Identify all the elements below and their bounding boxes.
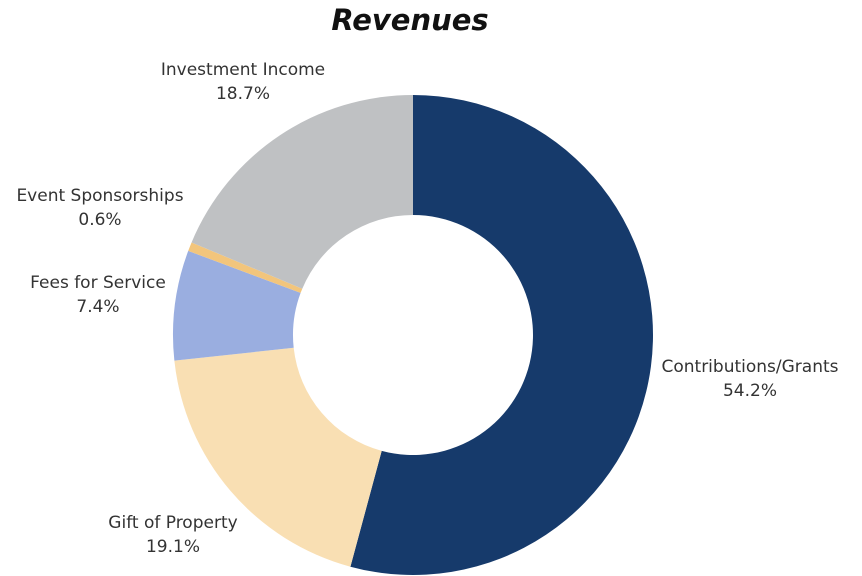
slice-value-label: 19.1% xyxy=(146,537,200,557)
slice-label: Investment Income xyxy=(161,60,325,80)
slice-label: Contributions/Grants xyxy=(661,357,838,377)
donut-slice xyxy=(191,95,413,289)
donut-slice xyxy=(350,95,653,575)
donut-slice xyxy=(173,250,301,361)
slice-label: Event Sponsorships xyxy=(16,186,183,206)
slice-value-label: 18.7% xyxy=(216,84,270,104)
donut-slice xyxy=(188,242,303,293)
slice-value-label: 0.6% xyxy=(78,210,121,230)
chart-title: Revenues xyxy=(331,3,488,37)
slice-label: Gift of Property xyxy=(108,513,237,533)
slice-label: Fees for Service xyxy=(30,273,166,293)
slice-value-label: 54.2% xyxy=(723,381,777,401)
donut-slice xyxy=(174,347,382,567)
slice-value-label: 7.4% xyxy=(76,297,119,317)
